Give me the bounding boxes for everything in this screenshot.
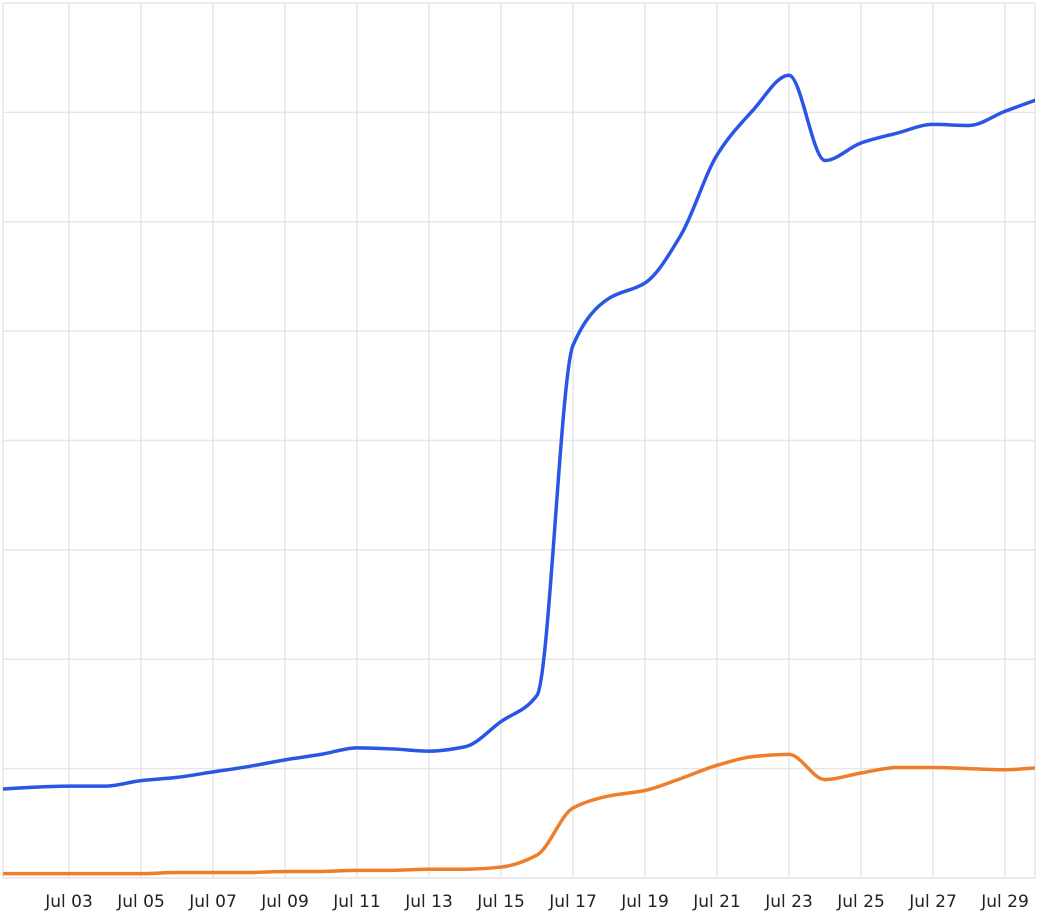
x-tick-label: Jul 23 <box>764 892 813 912</box>
x-tick-label: Jul 21 <box>692 892 741 912</box>
line-series <box>3 752 1035 876</box>
x-tick-label: Jul 11 <box>332 892 381 912</box>
x-tick-label: Jul 09 <box>260 892 309 912</box>
x-tick-label: Jul 05 <box>116 892 165 912</box>
x-tick-label: Jul 07 <box>188 892 237 912</box>
lines <box>3 73 1035 876</box>
grid <box>2 2 1036 879</box>
x-tick-label: Jul 29 <box>980 892 1029 912</box>
x-tick-label: Jul 03 <box>44 892 93 912</box>
x-tick-label: Jul 17 <box>548 892 597 912</box>
x-tick-label: Jul 13 <box>404 892 453 912</box>
line-series <box>3 73 1035 791</box>
x-tick-label: Jul 25 <box>836 892 885 912</box>
x-axis: Jul 03 Jul 05 Jul 07 Jul 09 Jul 11 Jul 13 Jul … <box>44 892 1029 912</box>
x-tick-label: Jul 15 <box>476 892 525 912</box>
x-tick-label: Jul 19 <box>620 892 669 912</box>
x-tick-label: Jul 27 <box>908 892 957 912</box>
